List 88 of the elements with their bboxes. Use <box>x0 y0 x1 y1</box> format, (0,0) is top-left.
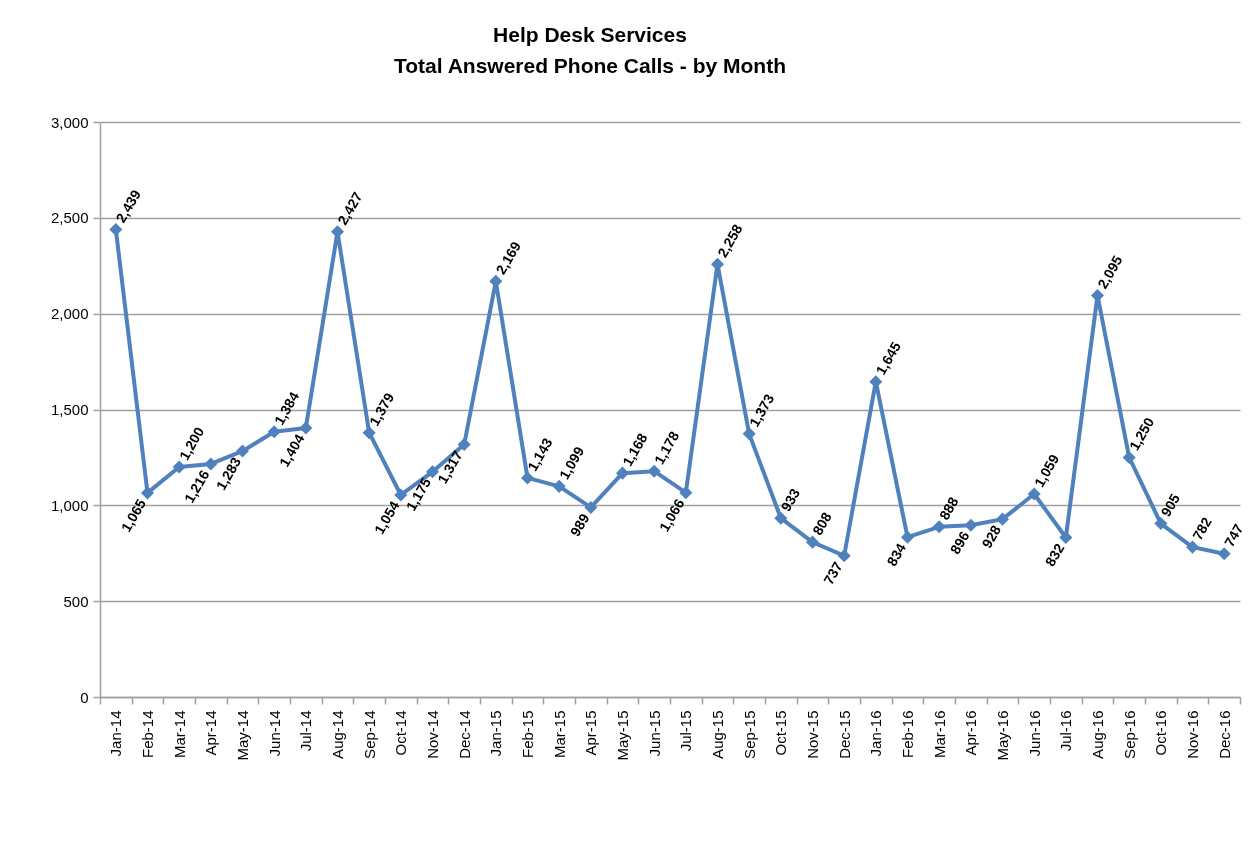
data-label: 834 <box>883 540 910 569</box>
x-tick-label: Feb-16 <box>899 710 916 759</box>
point <box>1027 487 1041 501</box>
data-label: 737 <box>820 558 846 588</box>
point <box>457 438 471 452</box>
x-tick-label: Feb-15 <box>519 710 536 759</box>
point <box>805 535 820 549</box>
point <box>172 460 186 474</box>
point <box>267 425 281 439</box>
x-tick-label: Sep-15 <box>740 710 758 759</box>
x-tick-label: Jan-16 <box>867 710 885 757</box>
y-tick-label: 1,000 <box>50 496 89 514</box>
point <box>489 274 503 288</box>
x-tick-label: Aug-15 <box>709 710 726 759</box>
chart-subtitle: Total Answered Phone Calls - by Month <box>393 54 787 77</box>
x-tick-label: Oct-15 <box>772 710 790 756</box>
x-tick-label: Jun-15 <box>645 710 663 757</box>
x-tick-label: Aug-14 <box>329 710 346 759</box>
point <box>964 518 978 532</box>
point <box>362 426 376 440</box>
point <box>932 520 946 534</box>
point <box>584 500 598 514</box>
point <box>140 486 155 500</box>
data-label: 747 <box>1220 521 1247 550</box>
point <box>679 486 693 500</box>
point <box>552 479 566 493</box>
x-tick-label: May-16 <box>994 710 1011 761</box>
x-tick-label: Sep-16 <box>1120 710 1138 759</box>
point <box>742 427 756 441</box>
point <box>615 466 630 480</box>
y-tick-label: 0 <box>80 688 89 706</box>
x-tick-label: Mar-15 <box>550 710 568 759</box>
data-label: 888 <box>935 494 962 523</box>
point <box>1217 547 1231 561</box>
x-tick-label: Sep-14 <box>360 710 378 759</box>
x-tick-label: Mar-16 <box>930 710 948 759</box>
data-label: 928 <box>978 522 1005 551</box>
x-tick-label: Apr-15 <box>582 710 600 756</box>
y-tick-label: 1,500 <box>50 401 89 418</box>
y-tick-label: 500 <box>63 592 89 610</box>
data-label: 808 <box>809 509 835 538</box>
x-tick-label: Oct-14 <box>392 710 410 756</box>
point <box>109 223 123 237</box>
point <box>1154 517 1168 531</box>
point <box>995 512 1010 526</box>
y-tick-label: 2,500 <box>50 209 89 227</box>
x-tick-label: Apr-16 <box>962 710 980 756</box>
point <box>1122 450 1136 464</box>
y-tick-label: 2,000 <box>50 305 89 323</box>
chart-title: Help Desk Services <box>493 23 687 46</box>
x-tick-label: Dec-16 <box>1215 710 1233 759</box>
point <box>774 511 788 525</box>
x-tick-label: Jul-16 <box>1057 710 1075 752</box>
point <box>900 530 915 544</box>
point <box>647 464 661 478</box>
point <box>394 488 408 502</box>
point <box>204 457 218 471</box>
point <box>235 444 250 458</box>
point <box>520 471 535 485</box>
x-tick-label: Jun-14 <box>265 710 283 757</box>
x-tick-label: Jun-16 <box>1025 710 1043 757</box>
x-tick-label: Nov-15 <box>804 710 821 759</box>
x-tick-label: Jan-15 <box>487 710 505 757</box>
point <box>1185 540 1200 554</box>
data-label: 832 <box>1041 540 1068 570</box>
data-label: 933 <box>777 485 804 514</box>
point <box>837 549 851 563</box>
x-tick-label: Dec-14 <box>455 710 473 759</box>
x-tick-label: Nov-14 <box>424 710 441 759</box>
x-tick-label: Jan-14 <box>107 710 125 757</box>
y-tick-label: 3,000 <box>50 113 89 131</box>
x-tick-label: Jul-15 <box>677 710 695 752</box>
x-tick-label: Feb-14 <box>139 710 156 759</box>
data-label: 782 <box>1189 514 1215 543</box>
x-tick-label: Mar-14 <box>170 710 188 759</box>
x-tick-label: May-14 <box>234 710 251 761</box>
point <box>1059 531 1073 545</box>
x-tick-label: Jul-14 <box>297 710 315 752</box>
x-tick-label: Apr-14 <box>202 710 220 756</box>
point <box>299 421 313 435</box>
x-tick-label: May-15 <box>614 710 631 761</box>
x-tick-label: Aug-16 <box>1089 710 1106 759</box>
x-tick-label: Nov-16 <box>1184 710 1201 759</box>
x-tick-label: Dec-15 <box>835 710 853 759</box>
x-tick-label: Oct-16 <box>1152 710 1170 756</box>
data-label: 896 <box>946 528 973 557</box>
point <box>1090 288 1105 302</box>
data-label: 989 <box>566 510 593 539</box>
